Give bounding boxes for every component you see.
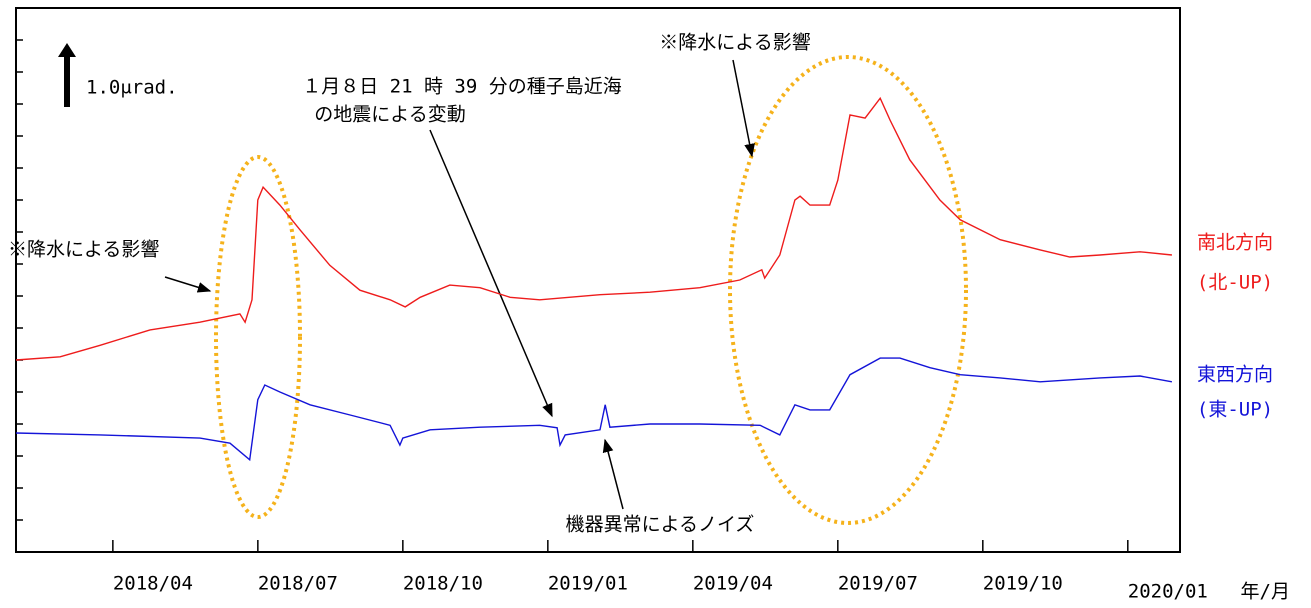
annotation-arrow bbox=[732, 59, 755, 158]
x-tick-label: 2018/04 bbox=[113, 573, 193, 595]
annotation-arrow bbox=[429, 129, 553, 418]
annotation: ※降水による影響 bbox=[659, 32, 810, 54]
plot-frame bbox=[15, 7, 1181, 553]
scale-bar-label: 1.0μrad. bbox=[86, 77, 178, 99]
x-tick-label: 2018/10 bbox=[403, 573, 483, 595]
legend-label: 南北方向 bbox=[1197, 232, 1273, 254]
annotation: 機器異常によるノイズ bbox=[566, 514, 755, 536]
x-tick-label: 2018/07 bbox=[258, 573, 338, 595]
annotation: ※降水による影響 bbox=[8, 239, 159, 261]
annotation: の地震による変動 bbox=[314, 104, 465, 126]
x-tick-label: 2020/01 bbox=[1128, 581, 1208, 603]
annotation-arrow bbox=[164, 276, 212, 293]
highlight-ellipse bbox=[214, 155, 302, 519]
x-tick-label: 2019/04 bbox=[693, 573, 773, 595]
legend-sublabel: (東-UP) bbox=[1197, 399, 1273, 421]
series-line bbox=[15, 96, 1172, 361]
annotation-arrow bbox=[602, 438, 624, 510]
series-line bbox=[15, 357, 1173, 462]
legend-sublabel: (北-UP) bbox=[1197, 272, 1273, 294]
highlight-ellipse bbox=[728, 55, 968, 525]
x-tick-label: 2019/01 bbox=[548, 573, 628, 595]
x-tick-label: 2019/10 bbox=[983, 573, 1063, 595]
x-axis-unit: 年/月 bbox=[1241, 581, 1290, 603]
annotation: １月８日 21 時 39 分の種子島近海 bbox=[302, 76, 622, 98]
legend-label: 東西方向 bbox=[1197, 364, 1273, 386]
x-tick-label: 2019/07 bbox=[838, 573, 918, 595]
scale-bar bbox=[58, 43, 76, 107]
